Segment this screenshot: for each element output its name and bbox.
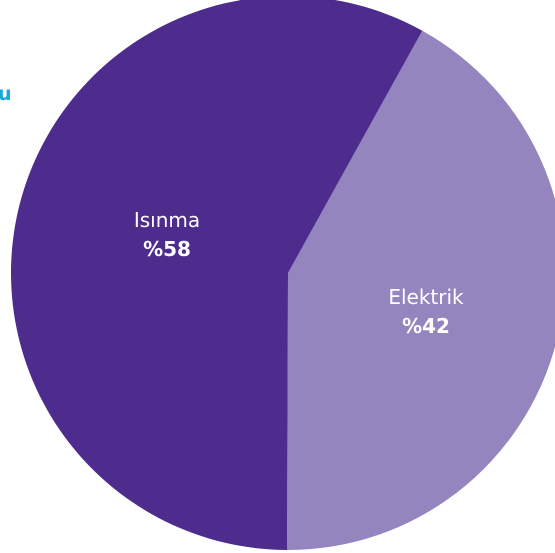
- slice-value-elektrik: %42: [402, 314, 450, 338]
- pie-labels: Isınma %58 Elektrik %42: [134, 208, 464, 338]
- slice-label-isinma: Isınma: [134, 208, 200, 232]
- pie-slices: [11, 0, 555, 550]
- cropped-heading-fragment: u: [0, 83, 12, 105]
- pie-slice-isinma: [11, 0, 423, 550]
- pie-slice-elektrik: [287, 30, 555, 550]
- slice-label-elektrik: Elektrik: [388, 285, 464, 309]
- slice-value-isinma: %58: [143, 237, 191, 261]
